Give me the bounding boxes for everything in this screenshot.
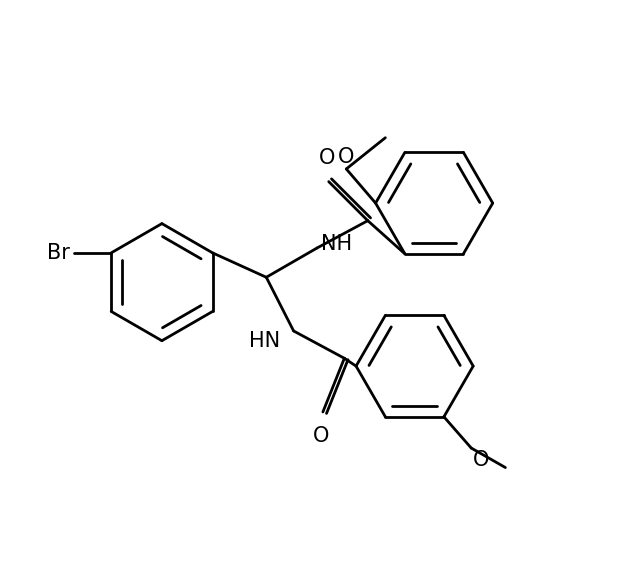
Text: HN: HN: [249, 331, 280, 351]
Text: O: O: [319, 148, 335, 168]
Text: Br: Br: [47, 243, 70, 263]
Text: O: O: [473, 450, 490, 470]
Text: O: O: [338, 147, 355, 167]
Text: NH: NH: [321, 234, 352, 254]
Text: O: O: [313, 426, 329, 445]
